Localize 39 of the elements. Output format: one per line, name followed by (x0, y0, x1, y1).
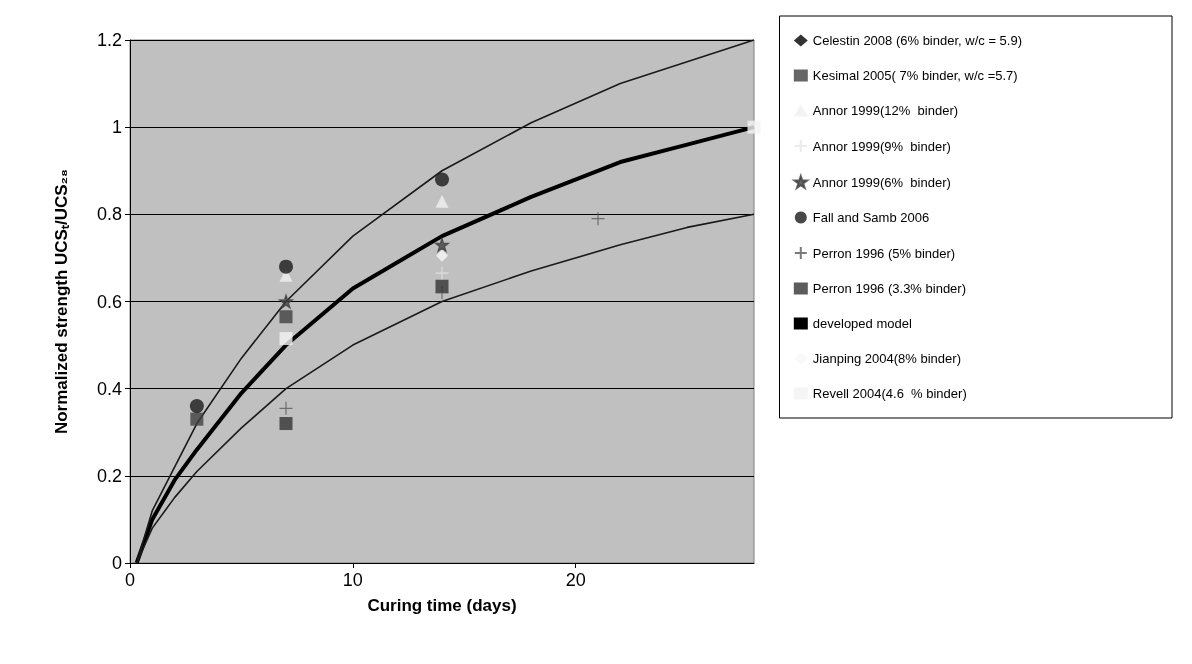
point (590, 211, 606, 226)
x-tick-label: 0 (124, 570, 136, 590)
point (747, 120, 761, 134)
x-tick-label: 20 (565, 570, 586, 590)
legend-label: Annor 1999(9% binder) (812, 138, 951, 154)
point (436, 249, 448, 262)
legend-label: Annor 1999(12% binder) (812, 103, 959, 118)
point (434, 266, 450, 281)
legend-label: Celestin 2008 (6% binder, w/c = 5.9) (812, 33, 1022, 48)
point (279, 417, 293, 431)
legend-label: Kesimal 2005( 7% binder, w/c =5.7) (812, 68, 1018, 83)
legend-label: Fall and Samb 2006 (812, 210, 930, 225)
legend-label: Revell 2004(4.6 % binder) (812, 386, 967, 401)
y-axis-title: Normalized strength UCSₜ/UCS₂₈ (52, 168, 71, 435)
legend-label: Perron 1996 (3.3% binder) (812, 281, 966, 296)
legend-label: developed model (812, 316, 912, 331)
legend-label: Annor 1999(6% binder) (812, 174, 951, 190)
point (435, 172, 449, 187)
x-axis-title: Curing time (days) (367, 596, 517, 615)
point (434, 237, 450, 252)
point (435, 279, 449, 293)
point (435, 194, 449, 208)
y-tick-label: 0.6 (96, 291, 122, 312)
point (279, 310, 293, 324)
y-tick-label: 1 (111, 117, 122, 138)
point (190, 412, 204, 426)
point (279, 259, 293, 274)
point (278, 401, 294, 416)
legend-label: Jianping 2004(8% binder) (812, 351, 961, 366)
y-tick-label: 0.8 (96, 204, 122, 225)
y-tick-label: 1.2 (96, 30, 122, 50)
legend-label: Perron 1996 (5% binder) (812, 245, 956, 261)
y-tick-label: 0 (111, 553, 122, 573)
y-tick-label: 0.4 (96, 378, 122, 399)
point (278, 294, 294, 309)
point (279, 332, 293, 346)
x-tick-label: 10 (342, 570, 363, 590)
y-tick-label: 0.2 (96, 465, 122, 486)
point (189, 399, 204, 414)
